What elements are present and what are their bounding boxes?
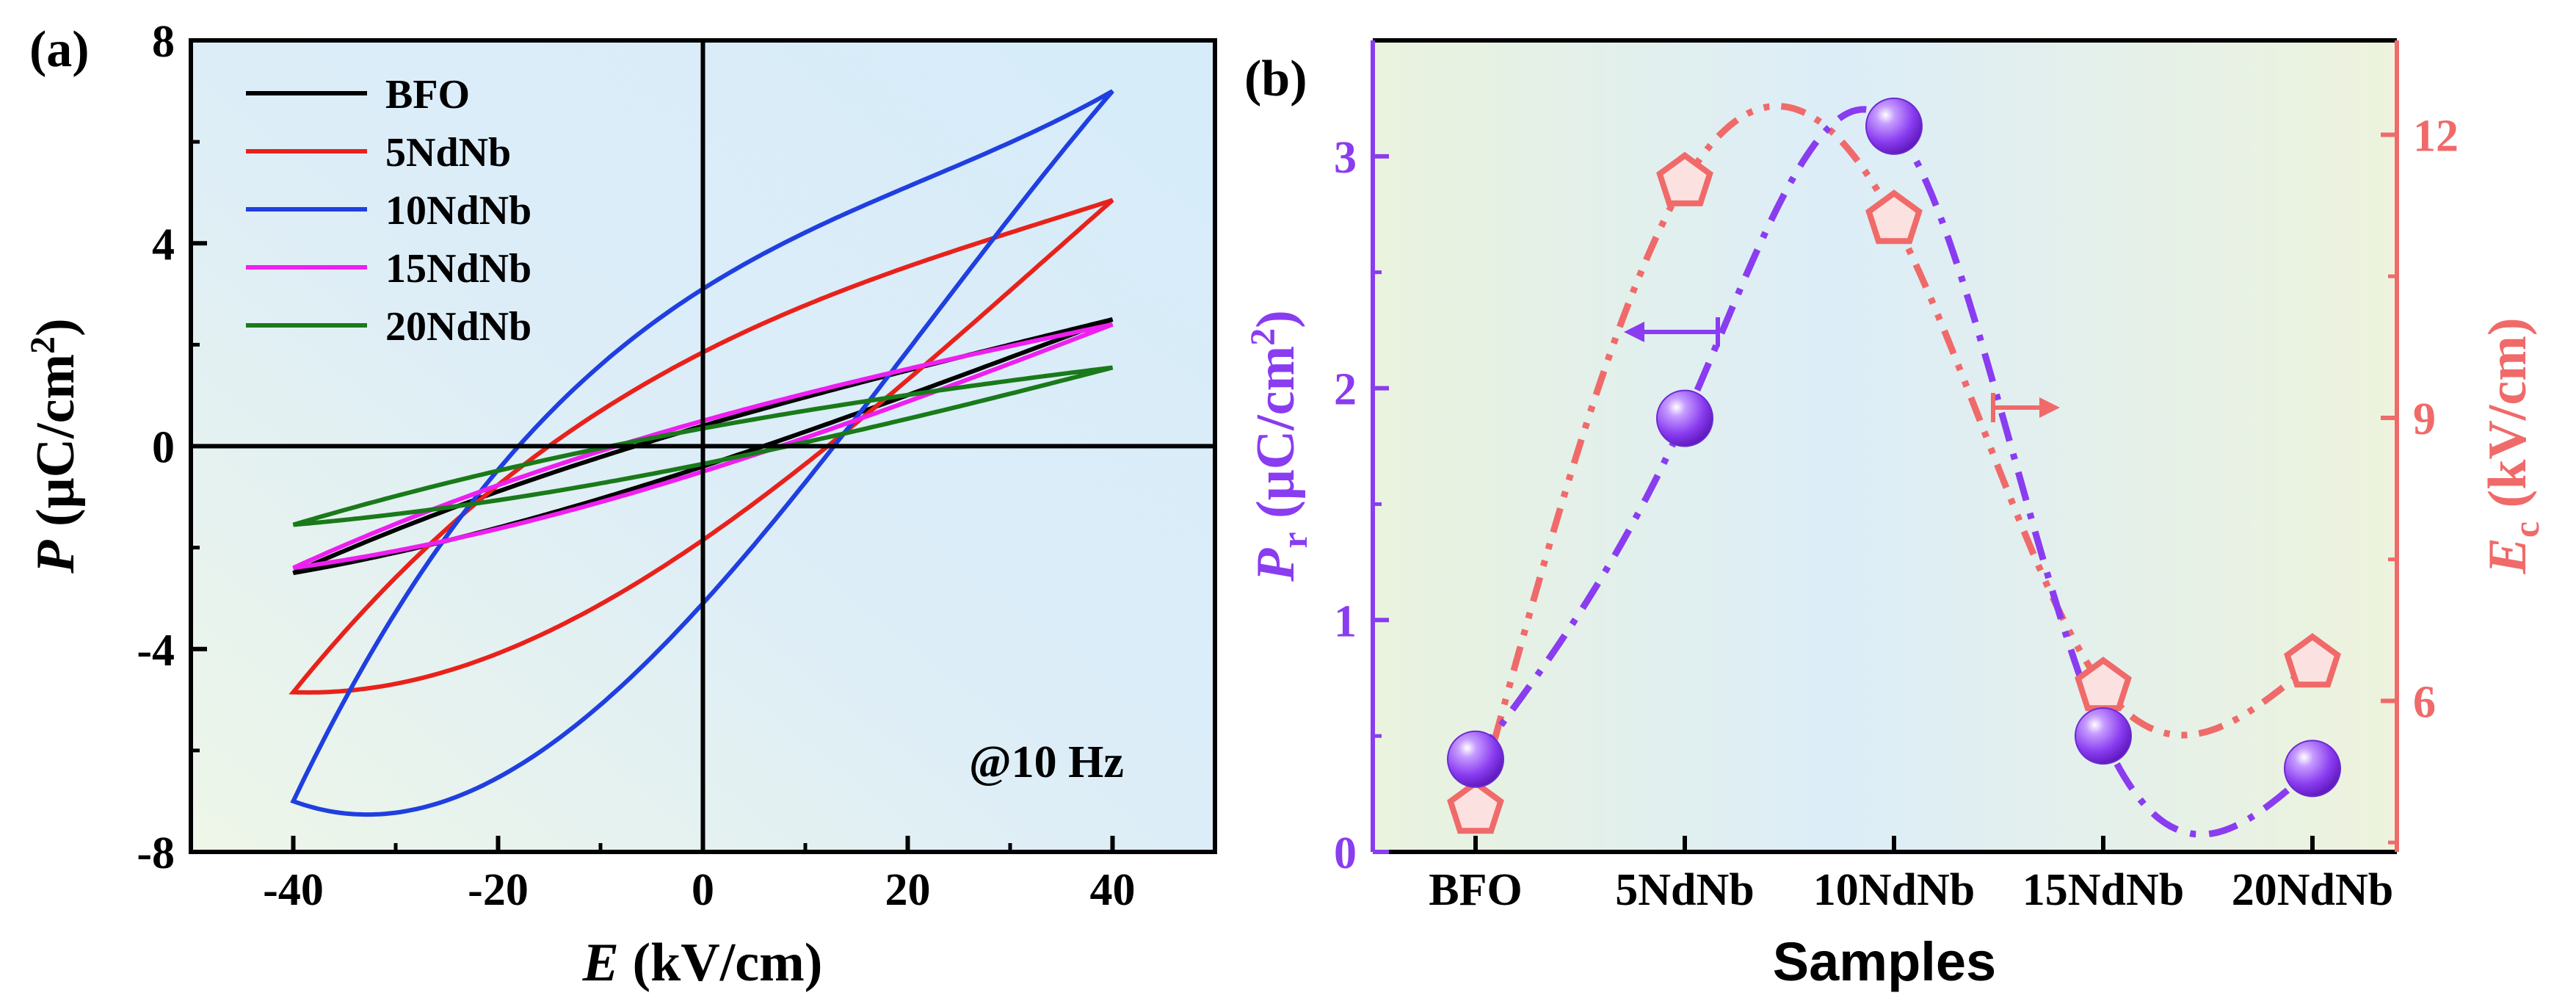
ec-marker — [1865, 189, 1923, 245]
category-label: 15NdNb — [2022, 865, 2185, 915]
pr-marker — [1656, 389, 1713, 447]
y-tick-label: -8 — [137, 828, 175, 878]
y-left-tick-label: 1 — [1334, 596, 1357, 646]
legend-label-5ndnb: 5NdNb — [385, 130, 511, 176]
hysteresis-loops — [289, 89, 1114, 817]
legend-label-10ndnb: 10NdNb — [385, 188, 531, 234]
category-label: 10NdNb — [1813, 865, 1975, 915]
right-axis-arrow — [1991, 393, 2060, 422]
y-left-tick-label: 3 — [1334, 133, 1357, 183]
x-tick-label: 0 — [692, 865, 714, 915]
y-left-tick-label: 0 — [1334, 828, 1357, 878]
category-label: 20NdNb — [2232, 865, 2394, 915]
y-axis-title-a: P (μC/cm2) — [23, 318, 86, 574]
data-markers — [1447, 97, 2341, 834]
x-axis-title-b: Samples — [1773, 931, 1996, 992]
pr-marker — [1447, 730, 1504, 788]
y-tick-label: 4 — [152, 220, 175, 270]
annotation-frequency: @10 Hz — [969, 737, 1124, 787]
x-tick-label: -40 — [263, 865, 324, 915]
loop-15ndnb — [292, 322, 1114, 571]
pr-marker — [2284, 740, 2341, 798]
x-axis-title-a: E (kV/cm) — [582, 933, 823, 993]
y-right-tick-label: 6 — [2413, 677, 2436, 727]
category-label: BFO — [1429, 865, 1522, 915]
category-label: 5NdNb — [1615, 865, 1755, 915]
y-tick-label: -4 — [137, 626, 175, 676]
y-tick-label: 8 — [152, 17, 175, 67]
panel-label-b: (b) — [1244, 51, 1307, 107]
x-tick-label: 20 — [885, 865, 931, 915]
legend-label-15ndnb: 15NdNb — [385, 246, 531, 292]
pr-marker — [2075, 707, 2132, 765]
loop-10ndnb — [290, 89, 1114, 817]
panel-label-a: (a) — [29, 21, 90, 78]
y-right-tick-label: 9 — [2413, 394, 2436, 444]
ec-marker — [1447, 779, 1504, 834]
left-axis-arrow — [1624, 317, 1720, 347]
pr-marker — [1865, 97, 1923, 155]
legend-label-bfo: BFO — [385, 72, 470, 118]
y-right-tick-label: 12 — [2413, 111, 2459, 161]
x-tick-label: 40 — [1090, 865, 1136, 915]
plot-area-b — [1373, 40, 2397, 852]
legend: BFO 5NdNb 10NdNb 15NdNb 20NdNb — [246, 72, 531, 350]
y-left-tick-label: 2 — [1334, 365, 1357, 415]
loop-bfo — [292, 317, 1114, 576]
y-tick-label: 0 — [152, 423, 175, 473]
ec-marker — [2284, 633, 2341, 688]
legend-label-20ndnb: 20NdNb — [385, 304, 531, 350]
y-axis-title-b-right: Ec (kV/cm) — [2478, 318, 2547, 575]
loop-20ndnb — [292, 365, 1114, 527]
y-axis-title-b-left: Pr (μC/cm2) — [1244, 310, 1315, 582]
x-tick-label: -20 — [468, 865, 529, 915]
ec-marker — [1656, 151, 1713, 206]
